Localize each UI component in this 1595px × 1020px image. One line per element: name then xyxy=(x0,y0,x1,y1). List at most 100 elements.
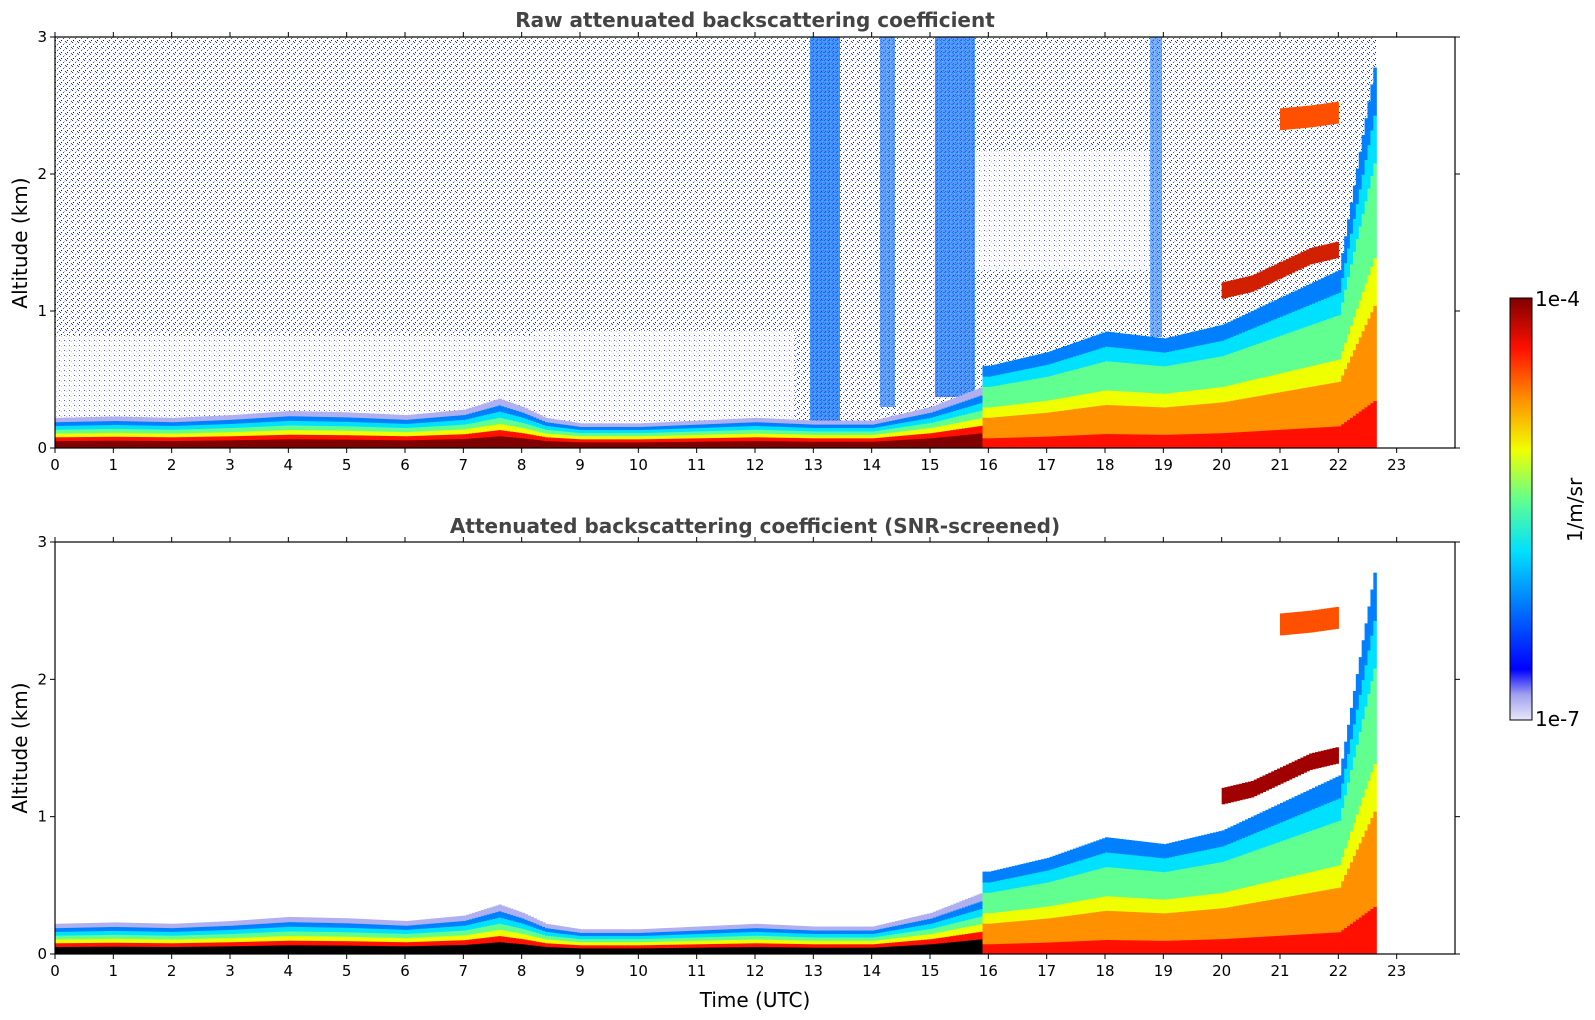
heatmap-cell xyxy=(848,444,852,448)
heatmap-cell xyxy=(860,427,864,432)
heatmap-cell xyxy=(944,424,949,432)
heatmap-cell xyxy=(880,436,884,442)
heatmap-cell xyxy=(320,931,324,937)
heatmap-cell xyxy=(1265,304,1269,323)
heatmap-cell xyxy=(1338,403,1342,427)
heatmap-cell xyxy=(1023,425,1027,438)
heatmap-cell xyxy=(282,443,287,448)
heatmap-cell xyxy=(545,421,549,426)
heatmap-cell xyxy=(600,426,604,431)
heatmap-cell xyxy=(970,426,975,435)
heatmap-cell xyxy=(562,430,567,435)
heatmap-cell xyxy=(276,443,281,448)
heatmap-cell xyxy=(407,937,412,943)
heatmap-cell xyxy=(130,420,135,426)
heatmap-cell xyxy=(617,435,622,440)
heatmap-cell xyxy=(486,925,491,932)
heatmap-cell xyxy=(116,436,120,441)
heatmap-cell xyxy=(994,385,998,397)
aerosol-layer-cell xyxy=(1247,276,1252,293)
heatmap-cell xyxy=(489,913,494,920)
heatmap-cell xyxy=(816,420,820,425)
heatmap-cell xyxy=(282,917,287,923)
heatmap-cell xyxy=(1172,420,1176,435)
heatmap-cell xyxy=(448,434,453,440)
heatmap-cell xyxy=(66,432,71,438)
heatmap-cell xyxy=(1300,327,1304,349)
heatmap-cell xyxy=(384,941,389,947)
heatmap-cell xyxy=(232,924,237,930)
heatmap-cell xyxy=(387,937,392,942)
heatmap-cell xyxy=(1134,405,1138,421)
heatmap-cell xyxy=(1285,371,1290,392)
heatmap-cell xyxy=(588,426,593,431)
heatmap-cell xyxy=(340,922,345,928)
heatmap-cell xyxy=(364,945,368,951)
heatmap-cell xyxy=(851,430,855,435)
heatmap-cell xyxy=(1207,433,1211,448)
heatmap-cell xyxy=(311,429,316,435)
heatmap-cell xyxy=(107,424,112,429)
heatmap-cell xyxy=(778,433,782,438)
heatmap-cell xyxy=(326,949,330,954)
heatmap-cell xyxy=(177,931,182,936)
heatmap-cell xyxy=(209,946,214,951)
heatmap-cell xyxy=(1288,331,1293,352)
heatmap-cell xyxy=(848,441,852,446)
heatmap-cell xyxy=(886,421,890,426)
heatmap-cell xyxy=(661,438,666,443)
heatmap-cell xyxy=(749,429,753,434)
heatmap-cell xyxy=(125,926,129,932)
heatmap-cell xyxy=(253,422,257,428)
heatmap-cell xyxy=(332,412,336,418)
heatmap-cell xyxy=(346,430,351,436)
heatmap-cell xyxy=(259,413,263,419)
heatmap-cell xyxy=(477,943,482,950)
heatmap-cell xyxy=(1297,348,1302,370)
heatmap-cell xyxy=(445,420,450,426)
heatmap-cell xyxy=(288,438,292,444)
heatmap-cell xyxy=(763,421,768,427)
heatmap-cell xyxy=(1145,406,1150,421)
heatmap-cell xyxy=(189,938,193,943)
heatmap-cell xyxy=(69,428,74,434)
heatmap-cell xyxy=(1002,437,1007,448)
heatmap-cell xyxy=(358,421,362,427)
heatmap-cell xyxy=(749,440,753,445)
heatmap-cell xyxy=(941,408,946,415)
heatmap-cell xyxy=(574,425,578,430)
heatmap-cell xyxy=(941,413,946,421)
heatmap-cell xyxy=(635,444,639,448)
heatmap-cell xyxy=(358,927,362,933)
heatmap-cell xyxy=(285,917,289,923)
x-tick-label: 0 xyxy=(50,456,60,474)
heatmap-cell xyxy=(1142,364,1147,379)
heatmap-cell xyxy=(603,429,607,434)
heatmap-cell xyxy=(1242,414,1246,432)
heatmap-cell xyxy=(337,945,342,951)
heatmap-cell xyxy=(1312,323,1316,345)
heatmap-cell xyxy=(457,414,462,421)
heatmap-cell xyxy=(792,426,797,431)
heatmap-cell xyxy=(1122,390,1127,406)
heatmap-cell xyxy=(559,423,564,428)
heatmap-cell xyxy=(200,424,205,429)
heatmap-cell xyxy=(203,416,208,421)
heatmap-cell xyxy=(171,935,176,940)
heatmap-cell xyxy=(186,950,190,954)
heatmap-cell xyxy=(518,411,523,418)
heatmap-cell xyxy=(510,431,514,438)
heatmap-cell xyxy=(399,423,403,428)
heatmap-cell xyxy=(399,443,403,448)
heatmap-cell xyxy=(320,926,324,932)
heatmap-cell xyxy=(177,923,182,928)
heatmap-cell xyxy=(568,424,572,429)
heatmap-cell xyxy=(1055,349,1059,362)
heatmap-cell xyxy=(343,421,348,427)
heatmap-cell xyxy=(533,430,537,436)
heatmap-cell xyxy=(442,425,447,431)
heatmap-cell xyxy=(769,436,774,442)
heatmap-cell xyxy=(1338,269,1342,293)
heatmap-cell xyxy=(300,931,304,937)
heatmap-cell xyxy=(218,925,222,931)
